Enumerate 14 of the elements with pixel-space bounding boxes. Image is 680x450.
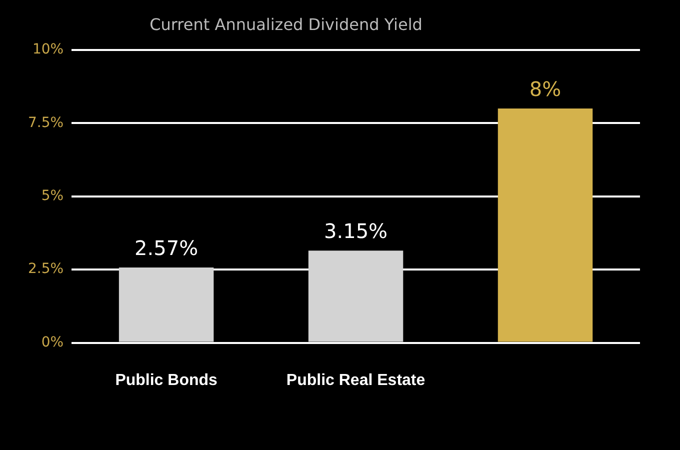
x-tick-label: Public Bonds	[115, 372, 218, 389]
chart-title: Current Annualized Dividend Yield	[150, 15, 422, 34]
y-tick-label: 5%	[41, 188, 64, 204]
y-tick-label: 0%	[41, 334, 64, 350]
data-label: 3.15%	[324, 218, 388, 243]
bar	[118, 268, 214, 342]
y-tick-label: 10%	[32, 42, 64, 58]
bar	[308, 250, 404, 342]
y-tick-label: 2.5%	[28, 261, 64, 278]
data-label: 2.57%	[134, 236, 198, 260]
bar	[498, 108, 593, 342]
data-label: 8%	[529, 76, 562, 101]
y-tick-label: 7.5%	[28, 114, 64, 131]
x-tick-label: Public Real Estate	[286, 372, 426, 389]
